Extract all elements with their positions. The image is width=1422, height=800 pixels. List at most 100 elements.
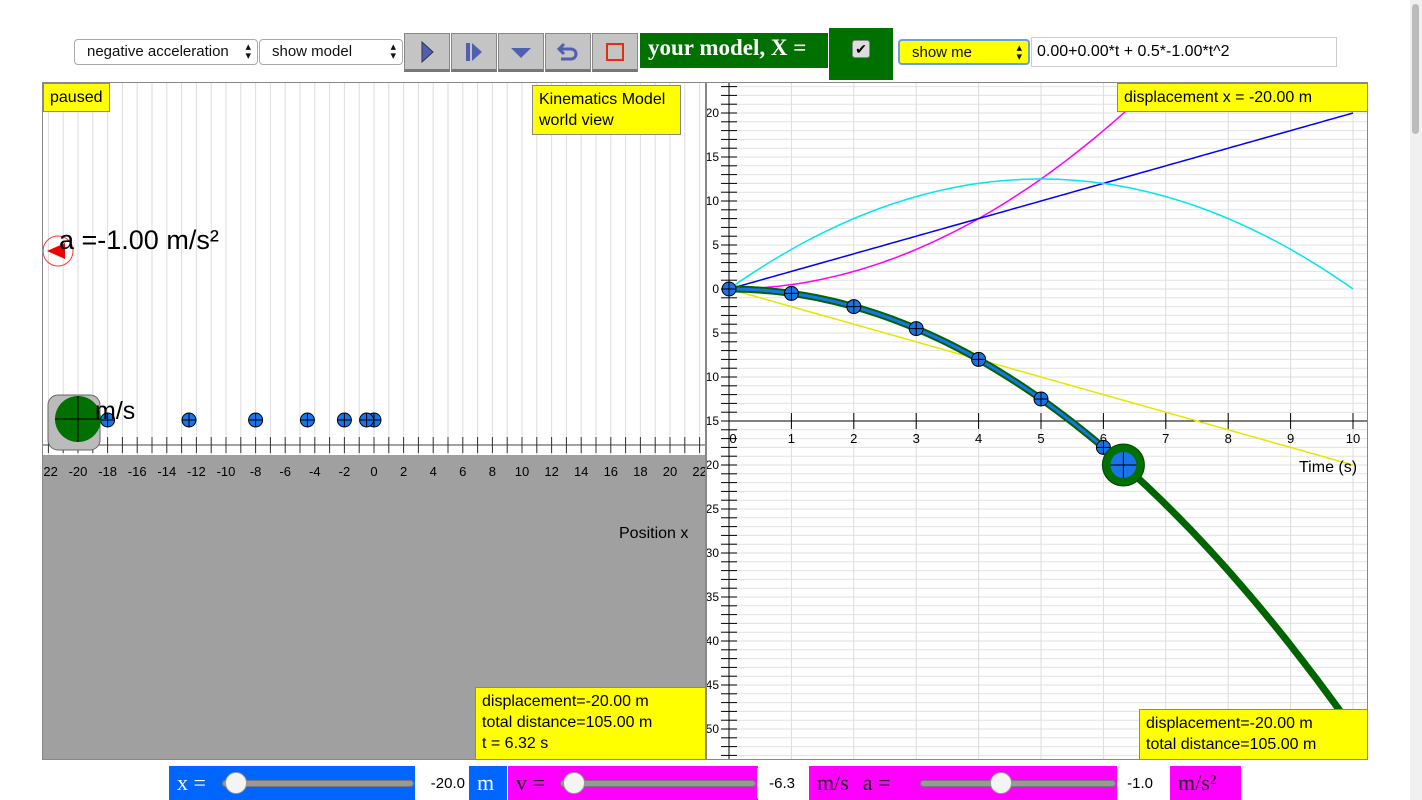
axis-tick-label: -14 — [157, 464, 176, 479]
data-point-cross — [909, 321, 924, 336]
show-select[interactable]: show me ▴ ▾ — [898, 39, 1030, 65]
axis-tick-label: 4 — [430, 464, 437, 479]
model-checkbox-panel: ✔ — [829, 28, 893, 80]
a-slider[interactable] — [920, 772, 1116, 794]
v-unit: m/s — [817, 770, 849, 795]
y-tick-label: 0 — [712, 282, 719, 296]
a-value[interactable]: -1.0 — [1117, 768, 1153, 798]
data-point-cross — [1096, 440, 1111, 455]
x-slider-thumb[interactable] — [225, 772, 248, 794]
v-slider-thumb[interactable] — [563, 772, 586, 794]
axis-tick-label: 16 — [604, 464, 618, 479]
axis-tick-label: 12 — [544, 464, 558, 479]
y-tick-label: 30 — [707, 546, 719, 560]
axis-tick-label: -2 — [339, 464, 351, 479]
position-time-chart: 504540353025201510505101520012345678910 — [707, 83, 1367, 759]
x-tick-label: 1 — [788, 431, 795, 446]
scenario-select-value: negative acceleration — [87, 43, 229, 60]
x-value[interactable]: -20.0 — [415, 768, 465, 798]
object-marker-cross — [55, 396, 101, 442]
dropdown-button[interactable] — [498, 33, 544, 72]
show-select-value: show me — [912, 44, 973, 61]
x-tick-label: 0 — [729, 431, 736, 446]
step-button[interactable] — [451, 33, 497, 72]
scenario-select[interactable]: negative acceleration ▴ ▾ — [74, 39, 258, 65]
v-slider-track — [560, 780, 756, 787]
axis-tick-label: 6 — [459, 464, 466, 479]
series-line — [728, 288, 1354, 466]
world-info-box: displacement=-20.00 m total distance=105.… — [475, 687, 705, 759]
play-button[interactable] — [404, 33, 450, 72]
y-tick-label: 15 — [707, 414, 719, 428]
x-unit-text: m — [477, 770, 495, 795]
axis-tick-label: 0 — [370, 464, 377, 479]
axis-tick-label: -4 — [309, 464, 321, 479]
play-icon — [421, 40, 434, 63]
total-distance-text: total distance=105.00 m — [482, 714, 653, 731]
data-point-cross — [722, 282, 736, 296]
x-tick-label: 8 — [1225, 431, 1232, 446]
x-tick-label: 6 — [1100, 431, 1107, 446]
trail-marker-cross — [337, 413, 352, 427]
model-label: your model, X = — [640, 33, 828, 68]
trail-marker-cross — [300, 413, 315, 427]
x-tick-label: 2 — [850, 431, 857, 446]
y-tick-label: 10 — [707, 370, 719, 384]
display-select[interactable]: show model ▴ ▾ — [259, 39, 403, 65]
trail-marker-cross — [100, 413, 115, 427]
v-value[interactable]: -6.3 — [757, 768, 795, 798]
x-label: x = — [177, 770, 206, 795]
axis-tick-label: 18 — [633, 464, 647, 479]
world-title-line1: Kinematics Model — [539, 91, 666, 108]
x-tick-label: 4 — [975, 431, 982, 446]
axis-tick-label: 8 — [489, 464, 496, 479]
displacement-text: displacement=-20.00 m — [482, 693, 649, 710]
position-axis-label: Position x — [619, 525, 689, 542]
axis-tick-label: -12 — [187, 464, 206, 479]
y-tick-label: 10 — [707, 194, 719, 208]
axis-tick-label: 22 — [692, 464, 706, 479]
trail-marker-cross — [182, 413, 196, 427]
model-equation-input[interactable]: 0.00+0.00*t + 0.5*-1.00*t^2 — [1031, 37, 1337, 67]
scrollbar-thumb[interactable] — [1412, 4, 1419, 134]
data-point-cross — [784, 286, 799, 301]
world-canvas: -22-20-18-16-14-12-10-8-6-4-202468101214… — [43, 83, 706, 759]
a-unit-text: m/s² — [1178, 770, 1217, 795]
graph-distance-text: total distance=105.00 m — [1146, 736, 1317, 753]
axis-tick-label: 2 — [400, 464, 407, 479]
x-tick-label: 7 — [1162, 431, 1169, 446]
model-checkbox[interactable]: ✔ — [852, 40, 870, 58]
v-label: v = — [516, 770, 545, 795]
stop-button[interactable] — [592, 33, 638, 72]
a-slider-thumb[interactable] — [989, 772, 1012, 794]
a-label: a = — [862, 770, 891, 795]
y-tick-label: 5 — [712, 326, 719, 340]
world-title: Kinematics Model world view — [532, 85, 681, 135]
x-slider[interactable] — [222, 772, 414, 794]
trail-marker-cross — [248, 413, 263, 427]
time-text: t = 6.32 s — [482, 735, 549, 752]
a-unit: m/s² — [1170, 766, 1241, 800]
x-unit: m — [469, 766, 507, 800]
graph-displacement-label: displacement x = -20.00 m — [1117, 83, 1367, 112]
y-tick-label: 25 — [707, 502, 719, 516]
reset-button[interactable] — [545, 33, 591, 72]
x-tick-label: 9 — [1287, 431, 1294, 446]
triangle-down-icon — [511, 47, 531, 58]
scrollbar[interactable] — [1410, 0, 1422, 800]
select-arrows-icon: ▴ ▾ — [390, 41, 396, 62]
axis-tick-label: -22 — [43, 464, 58, 479]
select-arrows-icon: ▴ ▾ — [245, 41, 251, 62]
series-line — [728, 112, 1354, 290]
y-tick-label: 5 — [712, 238, 719, 252]
acceleration-vector-icon — [43, 235, 74, 267]
select-arrows-icon: ▴ ▾ — [1016, 42, 1022, 63]
x-axis-label: Time (s) — [1299, 459, 1358, 476]
axis-tick-label: -20 — [69, 464, 88, 479]
x-tick-label: 10 — [1346, 431, 1360, 446]
world-view: -22-20-18-16-14-12-10-8-6-4-202468101214… — [42, 82, 706, 760]
x-tick-label: 3 — [913, 431, 920, 446]
undo-icon — [556, 42, 578, 60]
current-point-cross — [1110, 452, 1137, 478]
v-slider[interactable] — [560, 772, 756, 794]
